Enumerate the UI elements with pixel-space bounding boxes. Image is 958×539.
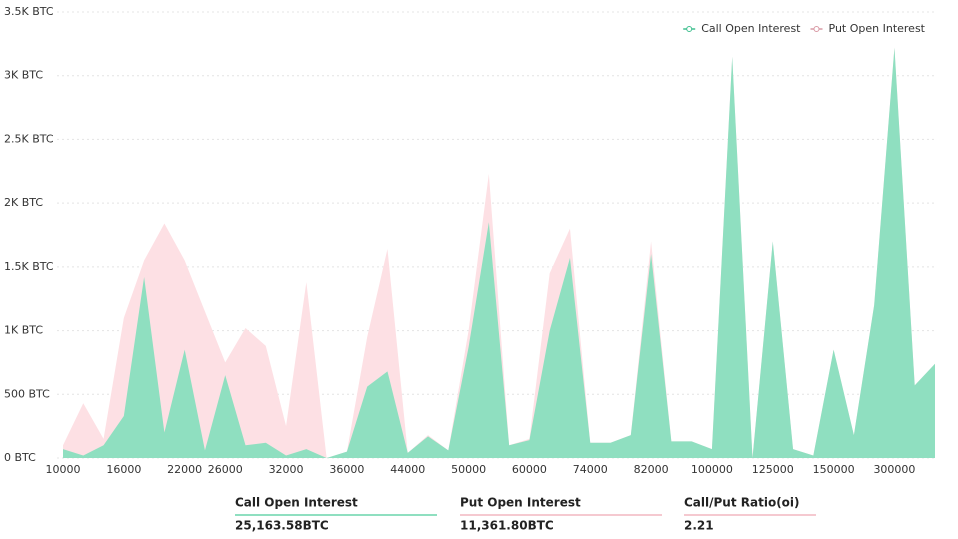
x-tick-label: 125000 bbox=[752, 463, 794, 476]
x-tick-label: 300000 bbox=[873, 463, 915, 476]
legend-label: Put Open Interest bbox=[829, 22, 926, 35]
x-tick-label: 100000 bbox=[691, 463, 733, 476]
y-tick-label: 3.5K BTC bbox=[4, 5, 54, 18]
x-tick-label: 60000 bbox=[512, 463, 547, 476]
x-tick-label: 10000 bbox=[46, 463, 81, 476]
y-tick-label: 2K BTC bbox=[4, 196, 43, 209]
x-tick-label: 36000 bbox=[329, 463, 364, 476]
summary-label: Put Open Interest bbox=[460, 496, 581, 510]
x-tick-label: 82000 bbox=[634, 463, 669, 476]
summary-value: 11,361.80BTC bbox=[460, 519, 554, 533]
x-tick-label: 44000 bbox=[390, 463, 425, 476]
x-tick-label: 26000 bbox=[208, 463, 243, 476]
summary-label: Call Open Interest bbox=[235, 496, 358, 510]
y-tick-label: 500 BTC bbox=[4, 387, 50, 400]
legend-swatch bbox=[813, 26, 820, 32]
x-tick-label: 32000 bbox=[269, 463, 304, 476]
x-tick-label: 22000 bbox=[167, 463, 202, 476]
legend-label: Call Open Interest bbox=[701, 22, 801, 35]
summary-value: 2.21 bbox=[684, 519, 714, 533]
y-tick-label: 2.5K BTC bbox=[4, 132, 54, 145]
x-tick-label: 50000 bbox=[451, 463, 486, 476]
y-tick-label: 1K BTC bbox=[4, 324, 43, 337]
y-tick-label: 1.5K BTC bbox=[4, 260, 54, 273]
x-tick-label: 74000 bbox=[573, 463, 608, 476]
summary-value: 25,163.58BTC bbox=[235, 519, 329, 533]
y-tick-label: 0 BTC bbox=[4, 451, 36, 464]
x-tick-label: 150000 bbox=[813, 463, 855, 476]
y-tick-label: 3K BTC bbox=[4, 69, 43, 82]
legend-swatch bbox=[686, 26, 693, 32]
x-tick-label: 16000 bbox=[106, 463, 141, 476]
summary-label: Call/Put Ratio(oi) bbox=[684, 496, 800, 510]
area bbox=[63, 47, 935, 459]
